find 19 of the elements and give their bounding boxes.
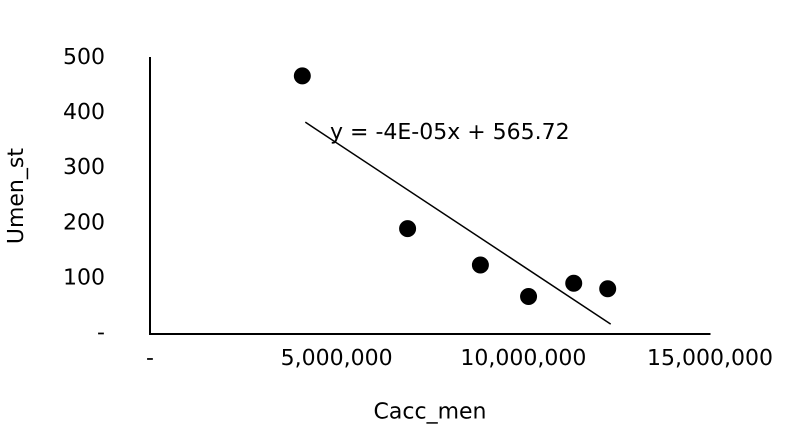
point	[599, 280, 616, 298]
annotation: y = -4E-05x + 565.72	[330, 120, 570, 145]
point	[472, 256, 489, 274]
point	[294, 67, 311, 84]
x-axis-title: Cacc_men	[374, 400, 486, 425]
point	[565, 274, 582, 292]
y-tick-label: 400	[63, 100, 105, 126]
x-tick-label: 5,000,000	[280, 346, 393, 371]
x-tick-label: 15,000,000	[647, 346, 773, 371]
point	[520, 288, 538, 305]
y-tick-label: 300	[63, 155, 105, 180]
y-tick-label: -	[97, 320, 105, 346]
x-tick-label: -	[146, 346, 154, 371]
y-tick-label: 500	[63, 44, 105, 70]
y-tick-label: 200	[63, 210, 105, 236]
point	[399, 220, 416, 238]
y-tick-label: 100	[63, 266, 105, 291]
y-axis-title: Umen_st	[4, 148, 29, 244]
x-tick-label: 10,000,000	[460, 346, 586, 371]
